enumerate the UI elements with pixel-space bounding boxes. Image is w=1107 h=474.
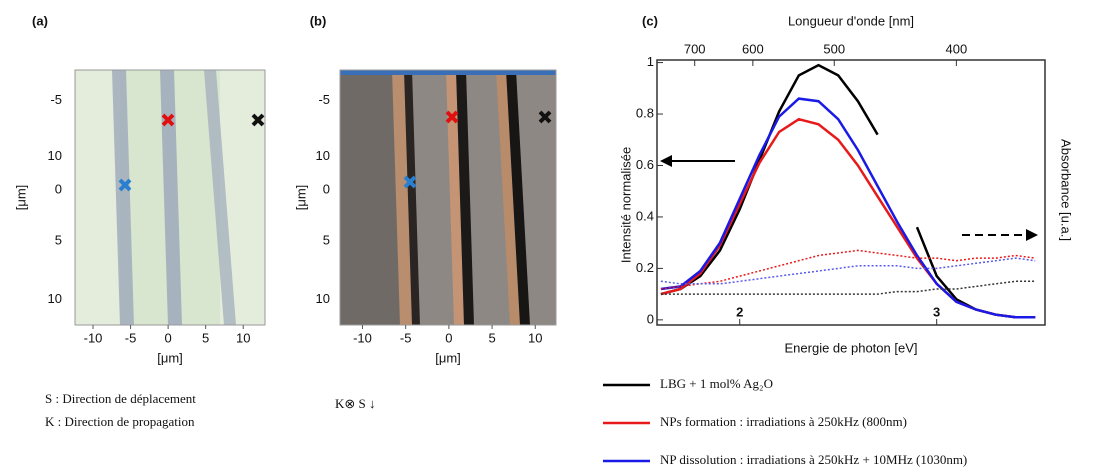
series-line: [660, 257, 1036, 285]
x-tick-label: 0: [165, 330, 172, 345]
y-tick-label: 10: [316, 148, 330, 163]
x-tick-label: 2: [736, 304, 743, 319]
x-tick-label: -10: [353, 330, 372, 345]
y-axis-label: Intensité normalisée: [618, 147, 633, 263]
caption: K⊗ S ↓: [335, 396, 376, 411]
y-tick-label: -5: [318, 92, 330, 107]
series-line: [660, 63, 1036, 319]
y-tick-label: 0.6: [636, 157, 654, 172]
y-tick-label: 0.4: [636, 208, 654, 223]
y2-axis-label: Absorbance [u.a.]: [1059, 139, 1074, 241]
x-tick-label: -5: [125, 330, 137, 345]
series-line: [660, 249, 1036, 290]
legend-label: NP dissolution : irradiations à 250kHz +…: [660, 452, 967, 467]
x-tick-label: 10: [528, 330, 542, 345]
y-tick-label: -5: [50, 92, 62, 107]
caption: S : Direction de déplacement: [45, 391, 196, 406]
series-line: [660, 117, 1036, 319]
x-tick-label: 5: [202, 330, 209, 345]
plot-frame: [74, 69, 266, 326]
plot-frame: [656, 59, 1046, 326]
y-tick-label: 0: [323, 181, 330, 196]
series-line: [660, 97, 1036, 319]
x-axis-label: [μm]: [157, 350, 183, 365]
y-tick-label: 0: [55, 181, 62, 196]
plot-frame: [339, 69, 557, 326]
legend-label: LBG + 1 mol% Ag₂O: [660, 376, 773, 391]
x2-tick-label: 400: [946, 41, 968, 56]
panel-label: (a): [32, 13, 48, 28]
panel-label: (c): [642, 13, 658, 28]
x2-axis-label: Longueur d'onde [nm]: [788, 13, 914, 28]
panel-label: (b): [310, 13, 327, 28]
x-axis-label: Energie de photon [eV]: [785, 340, 918, 355]
map-b: [340, 70, 556, 325]
y-tick-label: 0: [647, 311, 654, 326]
position-markers: [118, 110, 552, 192]
x-tick-label: 0: [445, 330, 452, 345]
series-line: [660, 280, 1036, 295]
x-tick-label: -10: [84, 330, 103, 345]
x-axis-label: [μm]: [435, 350, 461, 365]
x-tick-label: -5: [400, 330, 412, 345]
y-tick-label: 5: [55, 232, 62, 247]
y-tick-label: 10: [316, 291, 330, 306]
y-tick-label: 10: [48, 148, 62, 163]
x2-tick-label: 700: [684, 41, 706, 56]
y-tick-label: 10: [48, 291, 62, 306]
x2-tick-label: 600: [742, 41, 764, 56]
y-axis-label: [μm]: [293, 185, 308, 211]
y-tick-label: 1: [647, 54, 654, 69]
axis-arrows: [660, 155, 1038, 241]
y-tick-label: 0.8: [636, 105, 654, 120]
caption: K : Direction de propagation: [45, 414, 195, 429]
x-tick-label: 3: [933, 304, 940, 319]
y-axis-label: [μm]: [13, 185, 28, 211]
map-a: [75, 70, 265, 325]
y-tick-label: 5: [323, 232, 330, 247]
x-tick-label: 5: [488, 330, 495, 345]
x2-tick-label: 500: [823, 41, 845, 56]
legend-label: NPs formation : irradiations à 250kHz (8…: [660, 414, 907, 429]
y-tick-label: 0.2: [636, 260, 654, 275]
x-tick-label: 10: [236, 330, 250, 345]
